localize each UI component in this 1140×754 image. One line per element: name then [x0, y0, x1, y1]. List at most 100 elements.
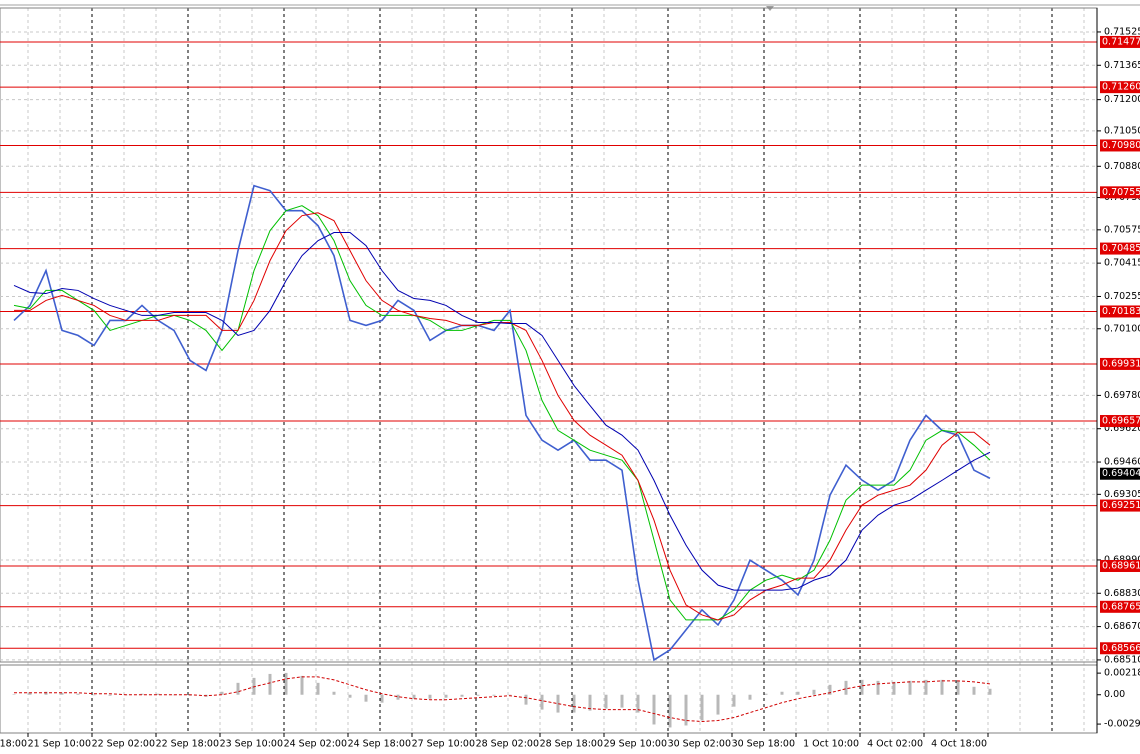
y-tick-label: 0.68830: [1104, 588, 1140, 599]
y-tick-label: 0.69780: [1104, 390, 1140, 401]
y-tick-label: 0.00: [1104, 689, 1125, 700]
series-line: [14, 676, 991, 723]
level-label-box: [1100, 499, 1140, 512]
histogram-bar: [492, 694, 496, 696]
level-label: 0.71260: [1102, 82, 1140, 93]
level-label: 0.69931: [1102, 358, 1140, 369]
histogram-bar: [844, 680, 848, 695]
histogram-bar: [988, 688, 992, 695]
histogram-bar: [828, 684, 832, 695]
y-tick-label: 0.70255: [1104, 291, 1140, 302]
level-label: 0.71477: [1102, 36, 1140, 47]
histogram-bar: [108, 694, 112, 696]
y-tick-label: -0.00296: [1104, 719, 1140, 730]
histogram-bar: [396, 694, 400, 700]
y-tick-label: 0.71050: [1104, 125, 1140, 136]
histogram-bar: [684, 694, 688, 726]
x-tick-label: 27 Sep 10:00: [412, 739, 475, 750]
y-tick-label: 0.68670: [1104, 621, 1140, 632]
x-tick-label: 22 Sep 18:00: [156, 739, 219, 750]
histogram-bar: [28, 692, 32, 695]
x-tick-label: 4 Oct 18:00: [931, 739, 987, 750]
x-tick-label: 24 Sep 02:00: [284, 739, 347, 750]
histogram-bar: [940, 679, 944, 695]
histogram-bar: [92, 694, 96, 696]
histogram-bar: [316, 682, 320, 695]
y-tick-label: 0.68990: [1104, 554, 1140, 565]
histogram-bar: [764, 693, 768, 695]
histogram-bar: [572, 694, 576, 713]
level-label: 0.70980: [1102, 140, 1140, 151]
y-tick-label: 0.69620: [1104, 423, 1140, 434]
y-tick-label: 0.69305: [1104, 489, 1140, 500]
x-tick-label: 21 Sep 10:00: [28, 739, 91, 750]
x-tick-label: 24 Sep 18:00: [348, 739, 411, 750]
x-tick-label: 23 Sep 10:00: [220, 739, 283, 750]
histogram-bar: [460, 694, 464, 697]
histogram-bar: [604, 694, 608, 709]
y-tick-label: 0.71525: [1104, 26, 1140, 37]
histogram-bar: [620, 694, 624, 708]
histogram-bar: [860, 679, 864, 695]
y-tick-label: 0.71365: [1104, 60, 1140, 71]
level-label-box: [1100, 35, 1140, 48]
level-label: 0.70485: [1102, 243, 1140, 254]
histogram-bar: [876, 680, 880, 695]
histogram-bar: [556, 694, 560, 713]
histogram-bar: [220, 691, 224, 695]
histogram-bar: [956, 680, 960, 695]
level-label-box: [1100, 81, 1140, 94]
histogram-bar: [348, 694, 352, 698]
y-tick-label: 0.70415: [1104, 258, 1140, 269]
x-tick-label: 30 Sep 02:00: [668, 739, 731, 750]
x-tick-label: 28 Sep 02:00: [476, 739, 539, 750]
histogram-bar: [588, 694, 592, 711]
x-tick-label: 18:00: [0, 739, 27, 750]
x-tick-label: 29 Sep 10:00: [604, 739, 667, 750]
histogram-bar: [76, 693, 80, 695]
level-label-box: [1100, 642, 1140, 655]
histogram-bar: [540, 694, 544, 710]
level-label-box: [1100, 600, 1140, 613]
histogram-bar: [476, 694, 480, 696]
histogram-bar: [508, 694, 512, 696]
histogram-bar: [908, 680, 912, 695]
histogram-bar: [748, 694, 752, 700]
histogram-bar: [300, 675, 304, 695]
y-tick-label: 0.70100: [1104, 323, 1140, 334]
x-tick-label: 28 Sep 18:00: [540, 739, 603, 750]
y-tick-label: 0.70575: [1104, 224, 1140, 235]
histogram-bar: [380, 694, 384, 703]
histogram-bar: [284, 672, 288, 695]
y-tick-label: 0.70880: [1104, 161, 1140, 172]
histogram-bar: [924, 679, 928, 695]
level-label-box: [1100, 139, 1140, 152]
histogram-bar: [332, 691, 336, 695]
histogram-bar: [60, 692, 64, 695]
y-tick-label: 0.00218: [1104, 668, 1140, 679]
x-tick-label: 1 Oct 10:00: [803, 739, 859, 750]
histogram-bar: [652, 694, 656, 725]
histogram-bar: [12, 694, 16, 695]
level-label-box: [1100, 357, 1140, 370]
histogram-bar: [236, 682, 240, 695]
series-line: [13, 205, 991, 621]
y-tick-label: 0.68510: [1104, 654, 1140, 665]
level-label: 0.69251: [1102, 500, 1140, 511]
histogram-bar: [268, 673, 272, 695]
level-label-box: [1100, 186, 1140, 199]
y-tick-label: 0.71200: [1104, 94, 1140, 105]
histogram-bar: [812, 689, 816, 695]
histogram-bar: [796, 691, 800, 695]
x-tick-label: 22 Sep 02:00: [92, 739, 155, 750]
histogram-bar: [364, 694, 368, 702]
histogram-bar: [780, 691, 784, 695]
histogram-bar: [892, 681, 896, 695]
level-label-box: [1100, 242, 1140, 255]
current-price-label: 0.69404: [1102, 468, 1140, 479]
histogram-bar: [156, 693, 160, 695]
histogram-bar: [700, 694, 704, 721]
